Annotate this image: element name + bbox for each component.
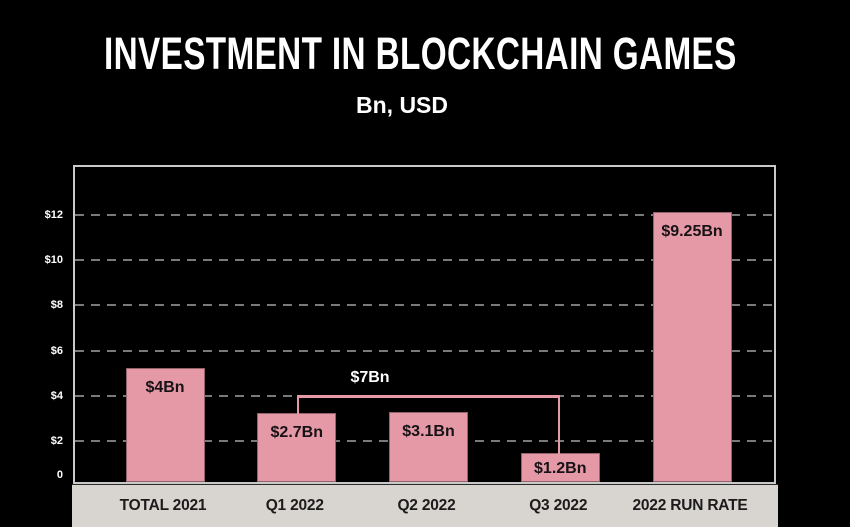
bar-q3-2022: $1.2Bn: [520, 453, 600, 482]
plot-area: $12 $10 $8 $6 $4 $2 0 $4Bn $2.7Bn $3.1Bn $1.2Bn $9…: [45, 165, 776, 484]
x-axis-label-q2-2022: Q2 2022: [397, 497, 456, 514]
gridline-12: [75, 214, 774, 217]
bar-2022-run-rate: $9.25Bn: [652, 211, 732, 482]
x-axis-label-q1-2022: Q1 2022: [265, 497, 324, 514]
chart-title: INVESTMENT IN BLOCKCHAIN GAMES: [104, 28, 737, 79]
bar-value-label-q1-2022: $2.7Bn: [270, 423, 323, 441]
y-tick-label-4: $4: [50, 389, 63, 402]
chart-subtitle: Bn, USD: [356, 92, 448, 118]
gridline-6: [75, 349, 774, 352]
y-tick-label-6: $6: [50, 344, 63, 357]
bar-value-label-q3-2022: $1.2Bn: [534, 459, 587, 477]
bar-value-label-total-2021: $4Bn: [145, 378, 185, 396]
bracket-value-label: $7Bn: [350, 369, 390, 386]
bar-value-label-q2-2022: $3.1Bn: [402, 423, 455, 441]
x-axis-label-total-2021: TOTAL 2021: [119, 497, 207, 514]
y-tick-label-10: $10: [44, 254, 63, 267]
y-tick-label-12: $12: [44, 209, 63, 222]
bar-q2-2022: $3.1Bn: [389, 412, 468, 482]
y-tick-label-0: 0: [56, 469, 63, 481]
x-axis-label-2022-run-rate: 2022 RUN RATE: [632, 497, 748, 514]
bracket-line-right: [557, 395, 561, 458]
gridline-10: [75, 259, 774, 262]
y-tick-label-8: $8: [50, 299, 63, 312]
x-axis-band: TOTAL 2021 Q1 2022 Q2 2022 Q3 2022 2022 RUN …: [72, 484, 778, 527]
bar-q1-2022: $2.7Bn: [257, 412, 337, 482]
gridline-8: [75, 304, 774, 307]
bar-value-label-2022-run-rate: $9.25Bn: [661, 222, 723, 240]
bracket-line-horizontal: [296, 395, 561, 398]
y-tick-label-2: $2: [50, 434, 63, 447]
bracket-line-left: [296, 395, 300, 417]
x-axis-label-q3-2022: Q3 2022: [529, 497, 588, 514]
bar-total-2021: $4Bn: [125, 367, 205, 482]
